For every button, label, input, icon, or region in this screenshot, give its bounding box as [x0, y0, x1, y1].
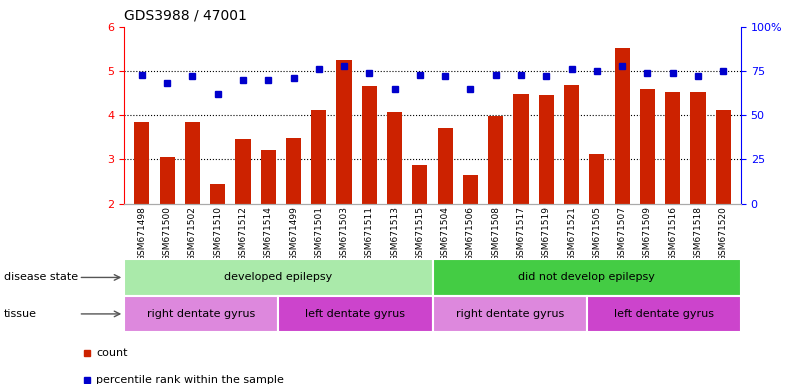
Text: GSM671504: GSM671504	[441, 206, 449, 261]
Bar	[387, 112, 402, 292]
Text: GSM671502: GSM671502	[188, 206, 197, 261]
Bar	[279, 296, 433, 332]
Bar	[463, 175, 478, 292]
Bar	[124, 259, 433, 296]
Text: left dentate gyrus: left dentate gyrus	[305, 309, 405, 319]
Bar	[286, 138, 301, 292]
Bar	[124, 296, 279, 332]
Text: GSM671498: GSM671498	[137, 206, 147, 261]
Text: GSM671519: GSM671519	[541, 206, 551, 261]
Bar	[665, 92, 680, 292]
Text: GSM671507: GSM671507	[618, 206, 626, 261]
Bar	[513, 94, 529, 292]
Bar	[433, 296, 587, 332]
Bar	[437, 127, 453, 292]
Text: GSM671515: GSM671515	[416, 206, 425, 261]
Text: GSM671516: GSM671516	[668, 206, 677, 261]
Text: GSM671508: GSM671508	[491, 206, 501, 261]
Bar	[235, 139, 251, 292]
Text: GSM671506: GSM671506	[466, 206, 475, 261]
Bar	[312, 110, 326, 292]
Bar	[587, 296, 741, 332]
Text: right dentate gyrus: right dentate gyrus	[147, 309, 256, 319]
Bar	[488, 116, 503, 292]
Bar	[362, 86, 377, 292]
Text: GSM671511: GSM671511	[364, 206, 374, 261]
Text: percentile rank within the sample: percentile rank within the sample	[96, 375, 284, 384]
Text: GSM671520: GSM671520	[718, 206, 728, 261]
Bar	[614, 48, 630, 292]
Text: GSM671517: GSM671517	[517, 206, 525, 261]
Bar	[159, 157, 175, 292]
Bar	[433, 259, 741, 296]
Text: GSM671499: GSM671499	[289, 206, 298, 261]
Text: GSM671505: GSM671505	[593, 206, 602, 261]
Text: tissue: tissue	[4, 309, 37, 319]
Bar	[590, 154, 605, 292]
Text: GSM671514: GSM671514	[264, 206, 272, 261]
Bar	[185, 122, 200, 292]
Bar	[715, 110, 731, 292]
Text: GSM671509: GSM671509	[643, 206, 652, 261]
Bar	[640, 89, 655, 292]
Bar	[564, 85, 579, 292]
Bar	[413, 165, 428, 292]
Bar	[210, 184, 225, 292]
Text: left dentate gyrus: left dentate gyrus	[614, 309, 714, 319]
Text: GSM671518: GSM671518	[694, 206, 702, 261]
Text: developed epilepsy: developed epilepsy	[224, 272, 332, 283]
Bar	[135, 122, 150, 292]
Bar	[539, 95, 553, 292]
Text: GSM671501: GSM671501	[314, 206, 324, 261]
Text: count: count	[96, 348, 127, 358]
Text: GSM671513: GSM671513	[390, 206, 399, 261]
Text: GSM671521: GSM671521	[567, 206, 576, 261]
Text: right dentate gyrus: right dentate gyrus	[456, 309, 564, 319]
Text: GSM671503: GSM671503	[340, 206, 348, 261]
Text: GSM671510: GSM671510	[213, 206, 222, 261]
Text: GSM671500: GSM671500	[163, 206, 171, 261]
Bar	[690, 92, 706, 292]
Text: GDS3988 / 47001: GDS3988 / 47001	[124, 9, 247, 23]
Bar	[336, 60, 352, 292]
Text: GSM671512: GSM671512	[239, 206, 248, 261]
Bar	[260, 150, 276, 292]
Text: disease state: disease state	[4, 272, 78, 283]
Text: did not develop epilepsy: did not develop epilepsy	[518, 272, 655, 283]
